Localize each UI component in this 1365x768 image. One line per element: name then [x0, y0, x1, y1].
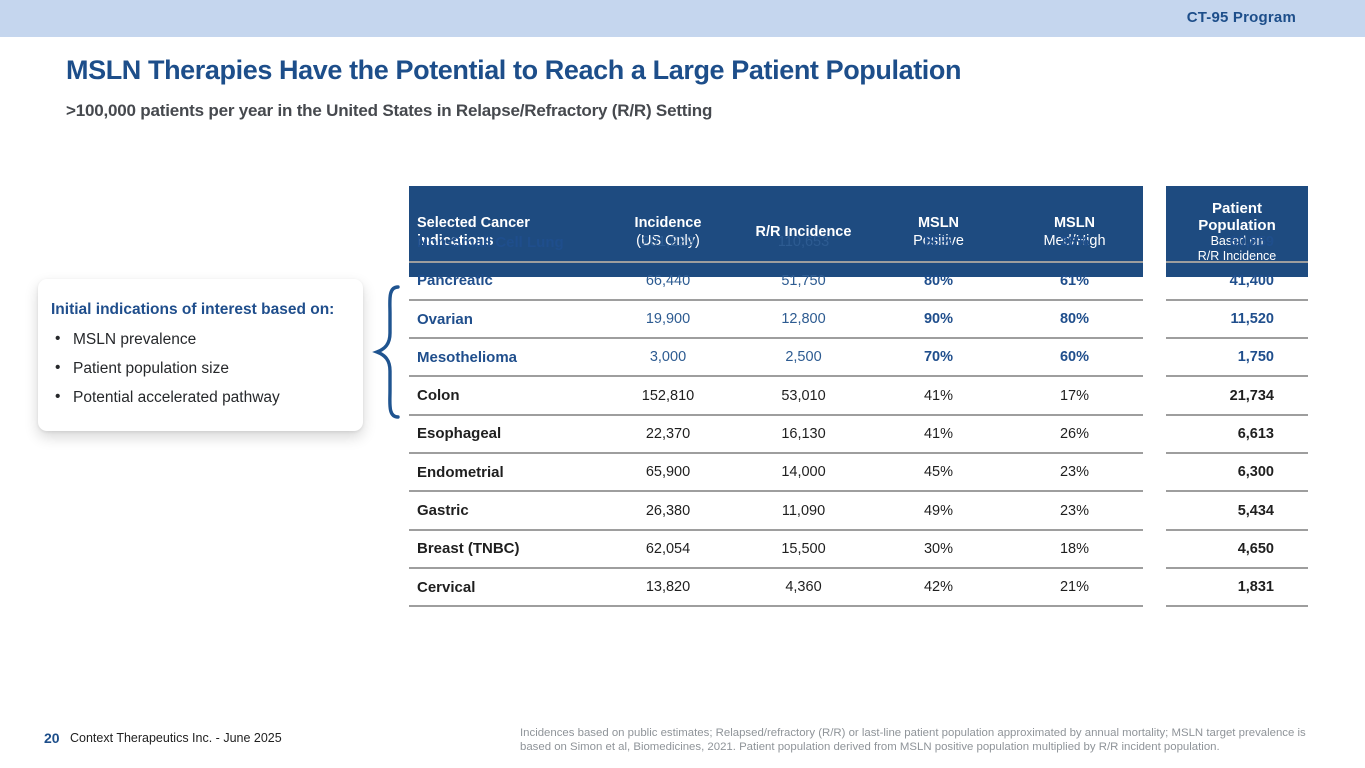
table-cell: 3,000 [600, 339, 736, 378]
callout-title: Initial indications of interest based on… [51, 301, 335, 318]
patient-population-cell: 1,831 [1166, 569, 1308, 608]
program-label: CT-95 Program [1186, 9, 1296, 26]
callout-bullet: Patient population size [51, 359, 353, 378]
top-banner: CT-95 Program [0, 0, 1365, 37]
page-title: MSLN Therapies Have the Potential to Rea… [66, 55, 962, 85]
table-cell: 21% [1006, 569, 1143, 608]
table-cell: Pancreatic [409, 263, 600, 301]
table-cell: 66,440 [600, 263, 736, 301]
footer-disclaimer: Incidences based on public estimates; Re… [520, 727, 1306, 753]
table-cell: 61% [1006, 263, 1143, 301]
table-cell: 90% [871, 301, 1006, 340]
table-cell: Gastric [409, 492, 600, 531]
table-cell: 23% [1006, 492, 1143, 531]
table-cell: 201,229 [600, 224, 736, 263]
table-cell: 60% [1006, 339, 1143, 378]
table-cell: 13,820 [600, 569, 736, 608]
table-cell: 51,750 [736, 263, 871, 301]
table-cell: 18% [1006, 531, 1143, 569]
table-cell: 2,500 [736, 339, 871, 378]
table-cell: 45% [871, 454, 1006, 493]
page-subtitle: >100,000 patients per year in the United… [66, 101, 713, 120]
table-cell: 15,500 [736, 531, 871, 569]
table-cell: 17% [1006, 377, 1143, 416]
patient-population-cell: 41,400 [1166, 263, 1308, 301]
callout-bullet: MSLN prevalence [51, 330, 353, 349]
table-cell: Mesothelioma [409, 339, 600, 378]
table-cell: 14,000 [736, 454, 871, 493]
table-cell: Breast (TNBC) [409, 531, 600, 569]
table-cell: 30% [871, 531, 1006, 569]
table-cell: 53,010 [736, 377, 871, 416]
table-cell: 11,090 [736, 492, 871, 531]
patient-population-cell: 60,859 [1166, 224, 1308, 263]
callout-bullet: Potential accelerated pathway [51, 388, 353, 407]
table-cell: 49% [871, 492, 1006, 531]
table-cell: Ovarian [409, 301, 600, 340]
patient-population-cell: 5,434 [1166, 492, 1308, 531]
table-cell: 70% [871, 339, 1006, 378]
table-cell: 80% [871, 263, 1006, 301]
table-cell: 23% [1006, 454, 1143, 493]
callout-bullet-list: MSLN prevalence Patient population size … [51, 330, 353, 407]
patient-population-cell: 1,750 [1166, 339, 1308, 378]
table-cell: Endometrial [409, 454, 600, 493]
patient-population-cell: 21,734 [1166, 377, 1308, 416]
table-cell: 4,360 [736, 569, 871, 608]
table-cell: 22,370 [600, 416, 736, 455]
table-cell: Non-Small Cell Lung [409, 224, 600, 263]
patient-population-cell: 4,650 [1166, 531, 1308, 569]
table-cell: 62,054 [600, 531, 736, 569]
table-cell: 80% [1006, 301, 1143, 340]
table-cell: 16,130 [736, 416, 871, 455]
table-cell: 152,810 [600, 377, 736, 416]
table-cell: 36% [1006, 224, 1143, 263]
patient-population-table: Patient Population Based on R/R Incidenc… [1166, 186, 1308, 608]
patient-population-cell: 6,300 [1166, 454, 1308, 493]
table-cell: 26,380 [600, 492, 736, 531]
table-cell: 110,653 [736, 224, 871, 263]
patient-population-cell: 11,520 [1166, 301, 1308, 340]
table-cell: Esophageal [409, 416, 600, 455]
table-cell: Cervical [409, 569, 600, 608]
page-number: 20 [44, 730, 60, 746]
table-cell: Colon [409, 377, 600, 416]
table-cell: 26% [1006, 416, 1143, 455]
table-cell: 19,900 [600, 301, 736, 340]
table-cell: 41% [871, 377, 1006, 416]
table-cell: 42% [871, 569, 1006, 608]
patient-population-cell: 6,613 [1166, 416, 1308, 455]
footer-company: Context Therapeutics Inc. - June 2025 [70, 731, 282, 745]
cancer-indications-table: Selected Cancer indications Incidence (U… [409, 186, 1143, 608]
table-cell: 65,900 [600, 454, 736, 493]
table-cell: 12,800 [736, 301, 871, 340]
callout-box: Initial indications of interest based on… [38, 279, 363, 431]
curly-brace-icon [372, 285, 400, 419]
table-cell: 41% [871, 416, 1006, 455]
table-cell: 55% [871, 224, 1006, 263]
